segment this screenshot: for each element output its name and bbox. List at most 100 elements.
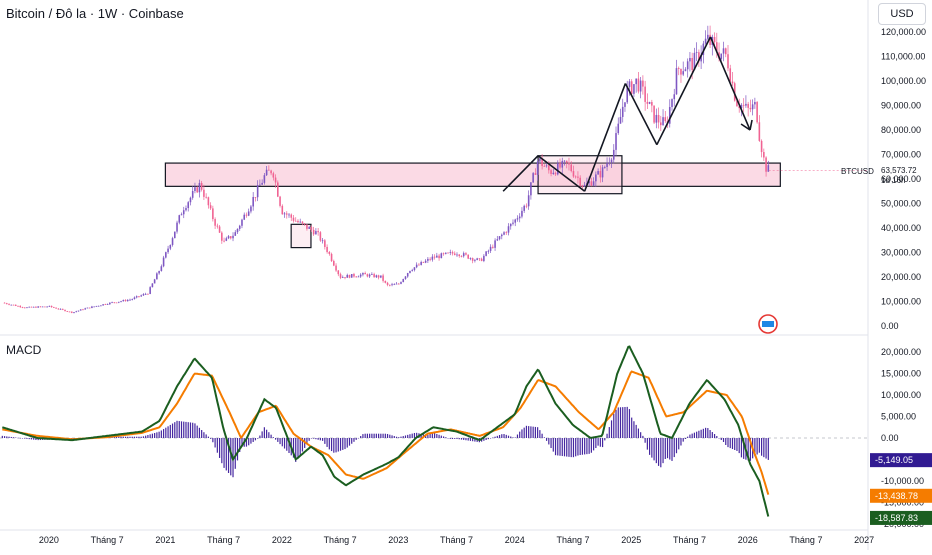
candle-body — [514, 219, 517, 223]
candle-body — [6, 303, 8, 305]
histogram-bar — [713, 434, 716, 438]
candle-body — [516, 218, 519, 220]
candle-body — [26, 307, 28, 309]
histogram-bar — [174, 422, 176, 438]
candle-body — [32, 306, 35, 308]
candle-body — [415, 264, 418, 268]
candle-body — [453, 253, 456, 255]
candle-body — [82, 309, 84, 311]
candle-body — [568, 162, 570, 165]
histogram-bar — [373, 433, 375, 438]
candle-body — [223, 240, 225, 242]
candle-body — [628, 81, 631, 87]
histogram-bar — [6, 436, 8, 438]
histogram-bar — [308, 438, 310, 441]
currency-selector[interactable]: USD — [878, 3, 926, 25]
candle-body — [263, 175, 266, 183]
histogram-bar — [180, 421, 183, 438]
histogram-bar — [115, 436, 118, 438]
histogram-bar — [30, 438, 33, 440]
candle-body — [366, 274, 369, 277]
time-axis-tick: 2024 — [505, 535, 525, 545]
candle-body — [364, 272, 366, 275]
histogram-bar — [378, 433, 380, 438]
candle-body — [767, 165, 770, 172]
candle-body — [534, 173, 537, 175]
histogram-bar — [147, 434, 149, 438]
candle-body — [35, 306, 37, 308]
histogram-bar — [660, 438, 662, 468]
candle-body — [617, 123, 620, 134]
histogram-bar — [165, 427, 167, 438]
histogram-bar — [532, 426, 534, 438]
candle-body — [675, 68, 678, 95]
candle-body — [512, 222, 514, 224]
histogram-bar — [205, 434, 207, 438]
candle-body — [561, 160, 564, 168]
candle-body — [745, 103, 747, 106]
candle-body — [565, 160, 568, 163]
histogram-bar — [149, 434, 151, 438]
candle-body — [559, 163, 561, 168]
price-axis-tick: 50,000.00 — [881, 199, 921, 209]
price-axis-tick: 30,000.00 — [881, 248, 921, 258]
histogram-bar — [608, 427, 610, 438]
macd-axis-tick: 10,000.00 — [881, 390, 921, 400]
time-axis-tick: 2022 — [272, 535, 292, 545]
histogram-bar — [223, 438, 225, 468]
macd-axis-tick: 5,000.00 — [881, 412, 916, 422]
candle-body — [189, 197, 192, 203]
histogram-bar — [575, 438, 577, 457]
candle-body — [243, 214, 246, 220]
candle-body — [440, 253, 443, 259]
histogram-bar — [483, 438, 485, 441]
candle-body — [362, 272, 364, 275]
candle-body — [471, 258, 474, 261]
histogram-bar — [250, 438, 252, 444]
candle-body — [348, 274, 351, 278]
symbol-label: BTCUSD — [841, 167, 874, 176]
histogram-bar — [375, 433, 377, 438]
histogram-bar — [216, 438, 218, 453]
candle-body — [3, 302, 6, 304]
candle-body — [662, 117, 664, 126]
histogram-bar — [619, 407, 622, 438]
histogram-bar — [214, 438, 216, 448]
candle-body — [480, 258, 483, 261]
candle-body — [315, 231, 317, 235]
candle-body — [384, 280, 387, 283]
candle-body — [319, 232, 322, 241]
candle-body — [615, 133, 617, 150]
candle-body — [221, 232, 223, 241]
histogram-bar — [736, 438, 738, 451]
histogram-bar — [534, 426, 536, 438]
candle-body — [68, 311, 71, 313]
candle-body — [196, 187, 198, 193]
candle-body — [760, 140, 763, 153]
histogram-bar — [395, 436, 398, 438]
candle-body — [241, 219, 243, 226]
candle-body — [147, 293, 149, 295]
candles-group — [3, 25, 770, 314]
candle-body — [178, 215, 181, 223]
candle-body — [10, 304, 13, 306]
candle-body — [707, 34, 709, 39]
candle-body — [57, 308, 60, 310]
histogram-bar — [628, 409, 631, 438]
candle-body — [144, 293, 147, 295]
candle-body — [126, 299, 129, 302]
candle-body — [478, 258, 481, 260]
candle-body — [572, 171, 575, 177]
histogram-bar — [494, 436, 496, 438]
candle-body — [608, 162, 611, 164]
candle-body — [644, 86, 646, 102]
histogram-bar — [120, 436, 122, 438]
candle-body — [651, 102, 653, 106]
candle-body — [420, 261, 422, 265]
candle-body — [695, 52, 698, 54]
histogram-bar — [604, 438, 606, 441]
histogram-bar — [420, 433, 422, 438]
candle-body — [765, 157, 767, 172]
histogram-bar — [145, 435, 147, 438]
